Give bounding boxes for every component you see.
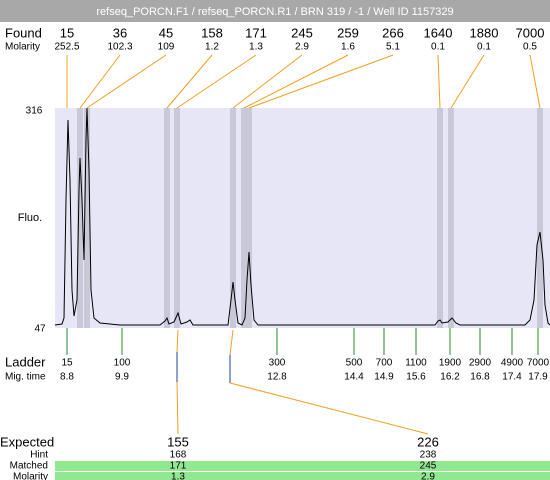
peak-band: [246, 108, 252, 328]
found-molarity: 0.1: [431, 42, 445, 53]
peak-band: [174, 108, 180, 328]
plot-area: [55, 108, 550, 328]
ladder-size: 7000: [527, 358, 550, 369]
ladder-time: 16.2: [440, 372, 460, 383]
peak-band: [230, 108, 236, 328]
hint-size: 238: [420, 450, 437, 461]
peak-link: [79, 54, 121, 109]
found-molarity: 1.2: [205, 42, 219, 53]
found-size: 266: [382, 25, 404, 40]
fluorescence-trace: [54, 107, 550, 326]
ladder-size: 100: [114, 358, 131, 369]
found-molarity: 0.5: [523, 42, 537, 53]
ladder-time: 14.4: [344, 372, 364, 383]
found-size: 1880: [470, 25, 499, 40]
peak-link: [232, 54, 303, 109]
found-molarity: 2.9: [295, 42, 309, 53]
peak-link: [243, 54, 349, 109]
molarity-row: [55, 472, 550, 480]
ladder-time: 16.8: [470, 372, 490, 383]
ladder-time-label: Mig. time: [5, 372, 46, 383]
matched-molarity: 2.9: [421, 472, 435, 480]
molarity-label: Molarity: [13, 472, 48, 480]
y-max-label: 316: [26, 106, 43, 117]
ladder-time: 17.9: [528, 372, 548, 383]
ladder-size: 2900: [469, 358, 492, 369]
ladder-size: 300: [269, 358, 286, 369]
peak-link: [86, 54, 167, 109]
ladder-time: 15.6: [406, 372, 426, 383]
ladder-size: 1900: [439, 358, 462, 369]
found-molarity: 1.3: [249, 42, 263, 53]
ladder-time: 12.8: [267, 372, 287, 383]
found-molarity: 0.1: [477, 42, 491, 53]
peak-link: [529, 54, 541, 109]
peak-band: [77, 108, 83, 328]
found-molarity: 5.1: [386, 42, 400, 53]
found-molarity: 102.3: [107, 42, 132, 53]
matched-size: 171: [170, 461, 187, 472]
peak-link: [166, 54, 213, 109]
ladder-time: 9.9: [115, 372, 129, 383]
found-size: 15: [60, 25, 74, 40]
found-size: 36: [113, 25, 127, 40]
found-size: 259: [337, 25, 359, 40]
matched-molarity: 1.3: [171, 472, 185, 480]
found-size: 45: [159, 25, 173, 40]
expected-size: 155: [167, 434, 189, 449]
hint-label: Hint: [30, 450, 48, 461]
matched-row: [55, 461, 550, 471]
found-molarity: 1.6: [341, 42, 355, 53]
title-bar: [0, 0, 550, 22]
ladder-size: 500: [346, 358, 363, 369]
hint-size: 168: [170, 450, 187, 461]
found-size: 171: [245, 25, 267, 40]
y-min-label: 47: [34, 324, 46, 335]
y-axis-label: Fluo.: [18, 212, 42, 224]
peak-link: [437, 54, 441, 109]
expected-size: 226: [417, 434, 439, 449]
expected-links: [176, 329, 429, 435]
found-size: 1640: [424, 25, 453, 40]
ladder-size: 1100: [405, 358, 427, 369]
found-size: 158: [201, 25, 223, 40]
ladder-time: 14.9: [374, 372, 394, 383]
expected-label: Expected: [0, 434, 54, 449]
found-size: 7000: [516, 25, 545, 40]
ladder-size: 4900: [501, 358, 524, 369]
found-label: Found: [5, 25, 42, 40]
peak-link: [450, 54, 485, 109]
matched-size: 245: [420, 461, 437, 472]
title: refseq_PORCN.F1 / refseq_PORCN.R1 / BRN …: [96, 6, 453, 18]
peak-band: [164, 108, 170, 328]
peak-band: [84, 108, 90, 328]
peak-band: [448, 108, 454, 328]
ladder-time: 8.8: [60, 372, 74, 383]
found-molarity-label: Molarity: [5, 42, 40, 53]
matched-label: Matched: [10, 461, 48, 472]
ladder-size: 700: [376, 358, 393, 369]
peak-link: [176, 54, 257, 109]
peak-band: [437, 108, 443, 328]
ladder-time: 17.4: [502, 372, 522, 383]
peak-band: [241, 108, 247, 328]
found-molarity: 109: [158, 42, 175, 53]
found-molarity: 252.5: [54, 42, 79, 53]
peak-link: [248, 54, 394, 109]
ladder-size: 15: [61, 358, 73, 369]
peak-band: [537, 108, 543, 328]
found-size: 245: [291, 25, 313, 40]
ladder-label: Ladder: [5, 354, 46, 369]
